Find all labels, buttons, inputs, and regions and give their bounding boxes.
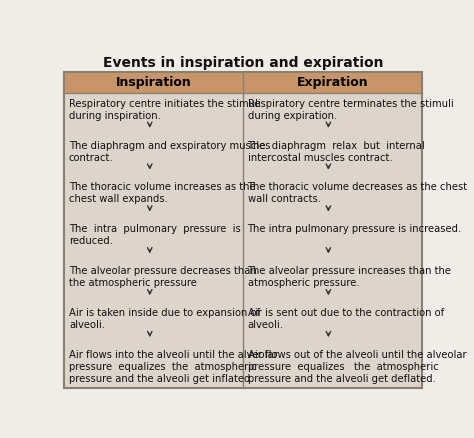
Bar: [243, 93, 421, 388]
Text: The intra pulmonary pressure is increased.: The intra pulmonary pressure is increase…: [247, 224, 462, 234]
Text: The diaphragm and exspiratory muscles
contract.: The diaphragm and exspiratory muscles co…: [69, 141, 270, 162]
Text: The  diaphragm  relax  but  internal
intercostal muscles contract.: The diaphragm relax but internal interco…: [247, 141, 425, 162]
Text: Respiratory centre terminates the stimuli
during expiration.: Respiratory centre terminates the stimul…: [247, 99, 453, 121]
Text: Air flows into the alveoli until the alveolar
pressure  equalizes  the  atmosphe: Air flows into the alveoli until the alv…: [69, 350, 278, 384]
Text: The thoracic volume increases as the
chest wall expands.: The thoracic volume increases as the che…: [69, 183, 255, 205]
Text: The thoracic volume decreases as the chest
wall contracts.: The thoracic volume decreases as the che…: [247, 183, 468, 205]
Text: The alveolar pressure increases than the
atmospheric pressure.: The alveolar pressure increases than the…: [247, 266, 452, 288]
Text: Air flows out of the alveoli until the alveolar
pressure  equalizes   the  atmos: Air flows out of the alveoli until the a…: [247, 350, 466, 384]
Bar: [243, 72, 421, 93]
Text: Events in inspiration and expiration: Events in inspiration and expiration: [103, 56, 383, 70]
Text: The alveolar pressure decreases than
the atmospheric pressure: The alveolar pressure decreases than the…: [69, 266, 256, 288]
Text: The  intra  pulmonary  pressure  is
reduced.: The intra pulmonary pressure is reduced.: [69, 224, 241, 246]
Bar: [64, 72, 243, 93]
Text: Inspiration: Inspiration: [116, 76, 191, 89]
Bar: [64, 93, 243, 388]
Text: Air is sent out due to the contraction of
alveoli.: Air is sent out due to the contraction o…: [247, 308, 444, 330]
Text: Air is taken inside due to expansion of
alveoli.: Air is taken inside due to expansion of …: [69, 308, 260, 330]
Text: Respiratory centre initiates the stimuli
during inspiration.: Respiratory centre initiates the stimuli…: [69, 99, 261, 121]
Text: Expiration: Expiration: [296, 76, 368, 89]
